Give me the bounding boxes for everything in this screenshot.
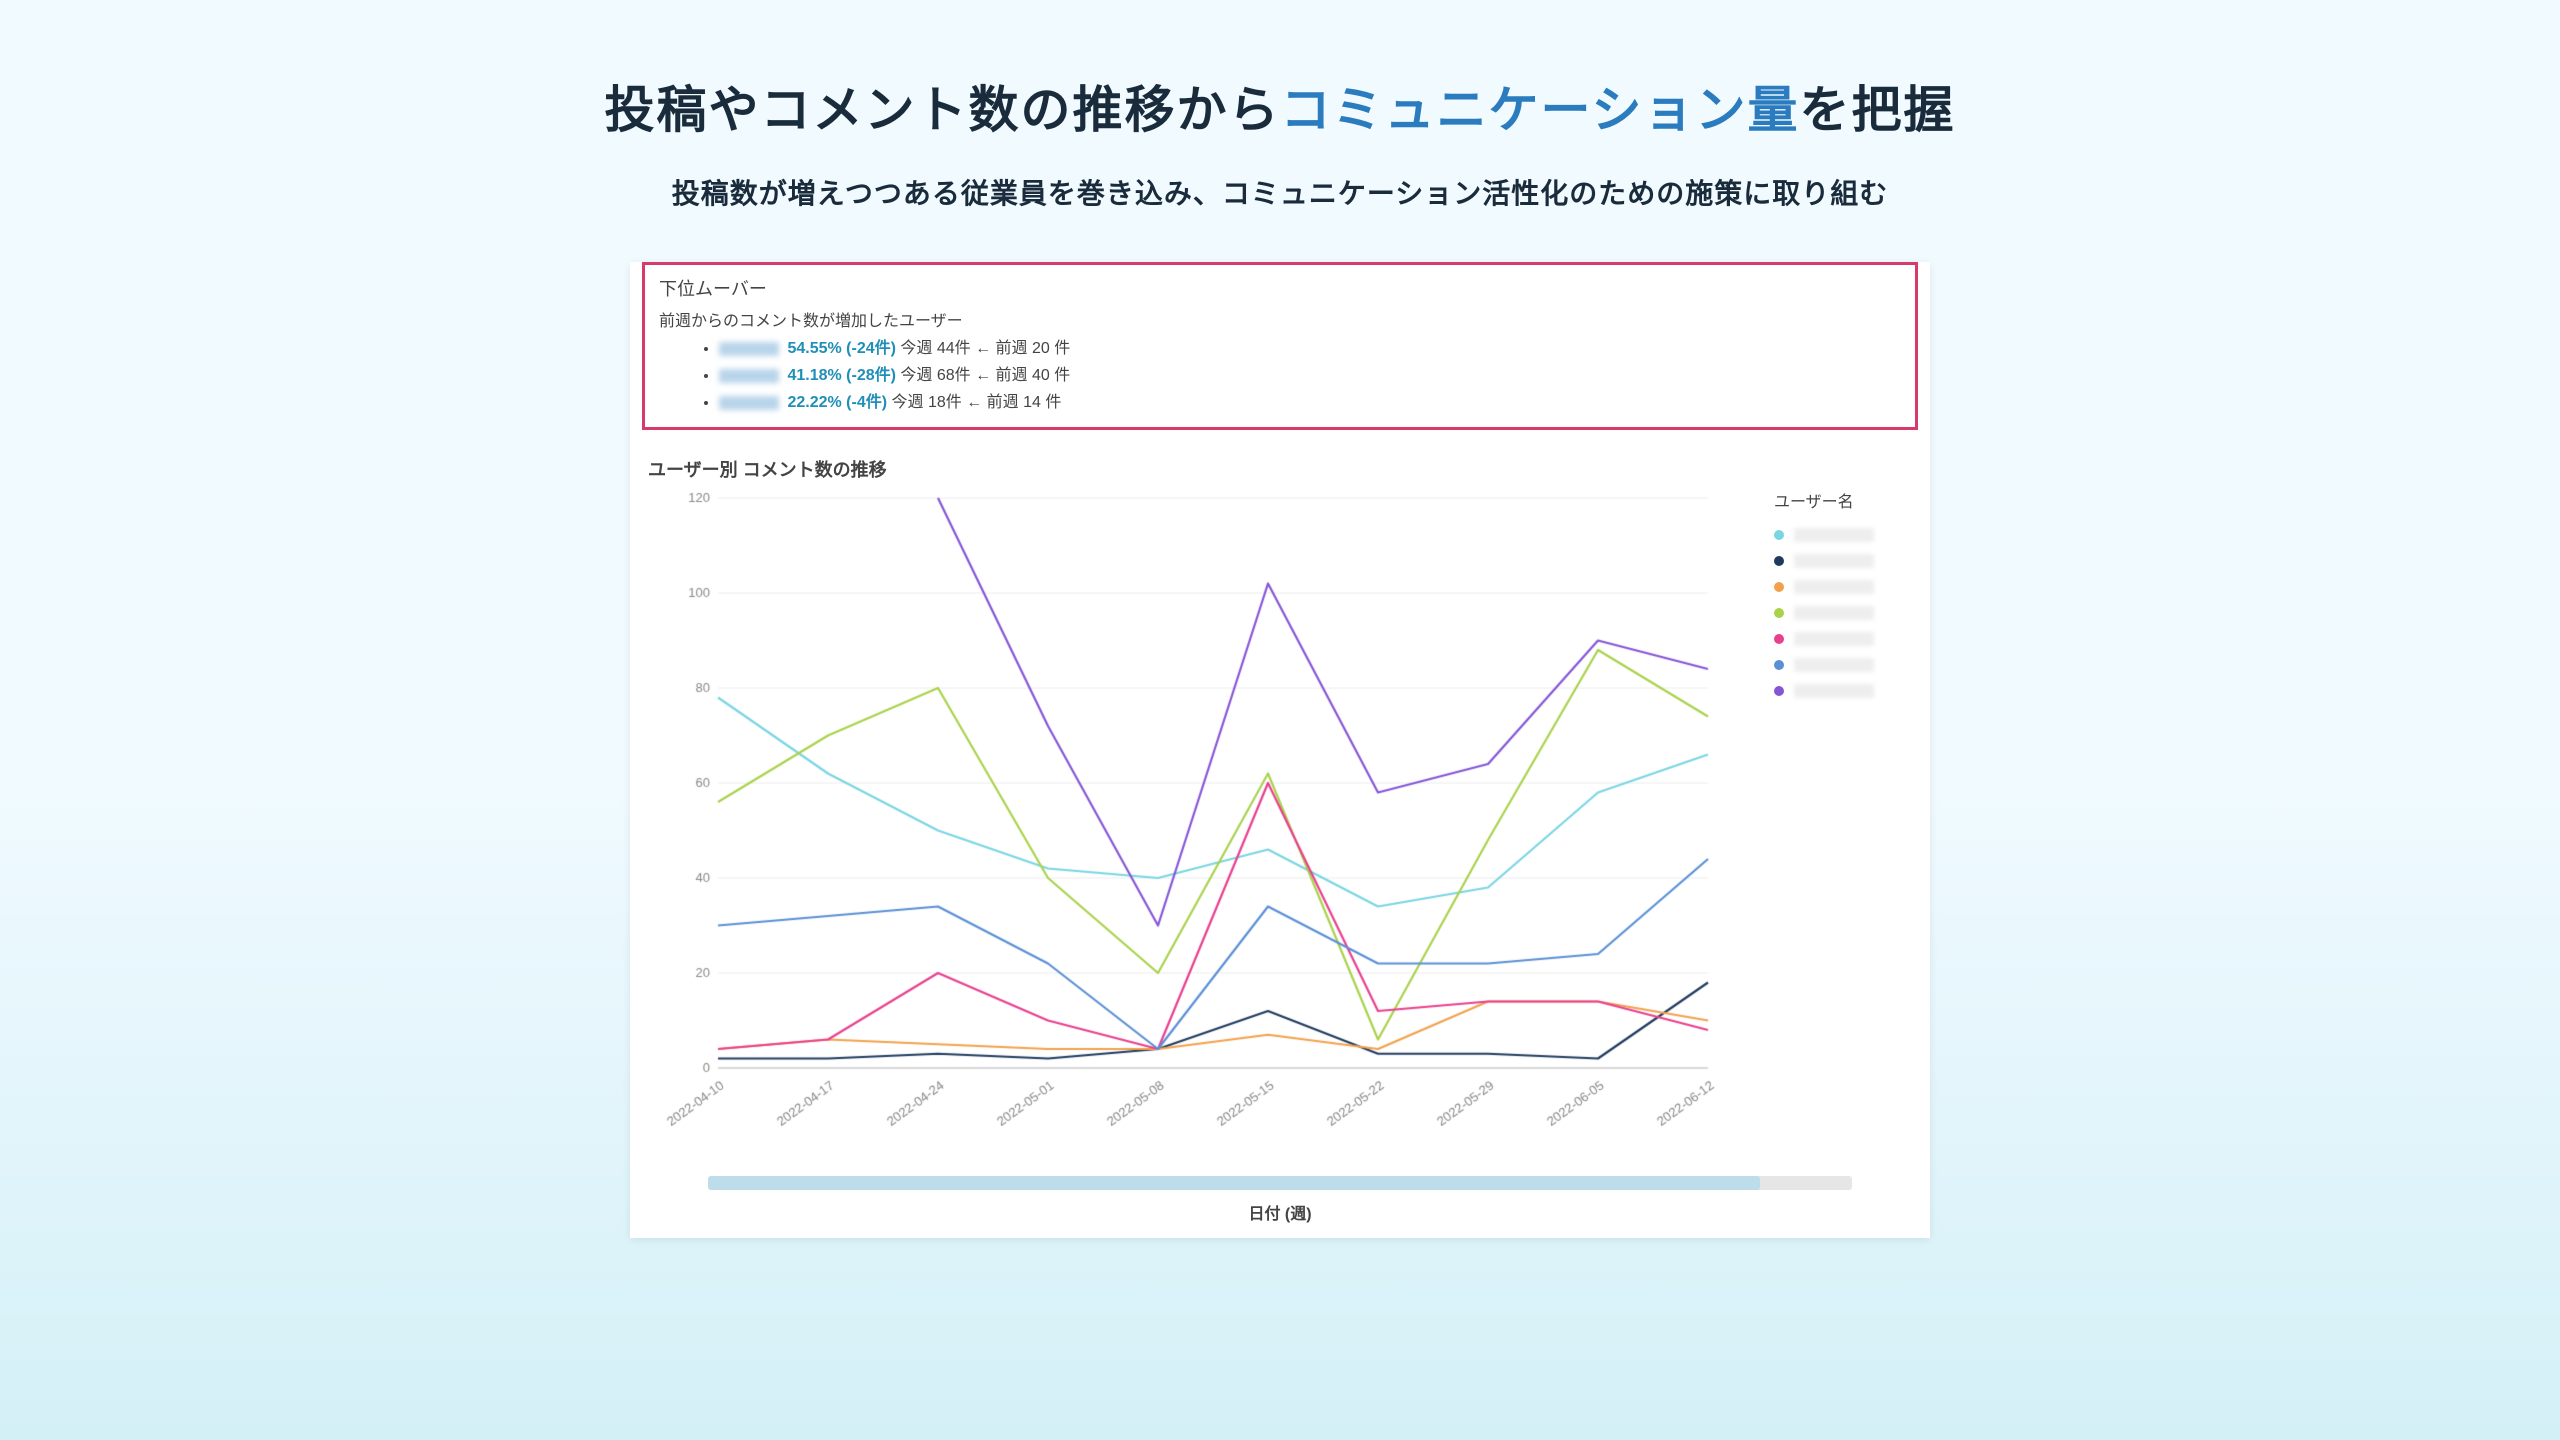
- line-chart: [648, 488, 1738, 1138]
- legend-item[interactable]: [1774, 522, 1894, 548]
- legend-dot-icon: [1774, 634, 1784, 644]
- legend-label-blur: [1794, 528, 1874, 542]
- legend-item[interactable]: [1774, 678, 1894, 704]
- title-highlight: コミュニケーション量: [1281, 82, 1800, 138]
- page-title: 投稿やコメント数の推移からコミュニケーション量を把握: [0, 0, 2560, 142]
- legend-dot-icon: [1774, 686, 1784, 696]
- chart-area: ユーザー名: [648, 488, 1912, 1168]
- legend-label-blur: [1794, 658, 1874, 672]
- legend-item[interactable]: [1774, 652, 1894, 678]
- movers-subtitle: 前週からのコメント数が増加したユーザー: [659, 307, 1901, 331]
- legend-dot-icon: [1774, 582, 1784, 592]
- legend-item[interactable]: [1774, 574, 1894, 600]
- legend-dot-icon: [1774, 608, 1784, 618]
- legend-item[interactable]: [1774, 600, 1894, 626]
- title-post: を把握: [1800, 82, 1956, 138]
- legend-dot-icon: [1774, 556, 1784, 566]
- title-pre: 投稿やコメント数の推移から: [605, 82, 1281, 138]
- legend-label-blur: [1794, 554, 1874, 568]
- user-blur: [719, 369, 779, 383]
- movers-title: 下位ムーバー: [659, 275, 1901, 301]
- mover-pct: 22.22% (-4件): [787, 394, 887, 411]
- xaxis-label: 日付 (週): [648, 1200, 1912, 1224]
- movers-list: 54.55% (-24件) 今週 44件 ← 前週 20 件 41.18% (-…: [719, 335, 1901, 417]
- chart-card: ユーザー別 コメント数の推移 ユーザー名 日付 (週): [630, 442, 1930, 1238]
- legend-label-blur: [1794, 632, 1874, 646]
- mover-item: 54.55% (-24件) 今週 44件 ← 前週 20 件: [719, 335, 1901, 362]
- legend-label-blur: [1794, 606, 1874, 620]
- page-subtitle: 投稿数が増えつつある従業員を巻き込み、コミュニケーション活性化のための施策に取り…: [0, 172, 2560, 212]
- mover-tail: 今週 44件 ← 前週 20 件: [900, 340, 1070, 357]
- user-blur: [719, 342, 779, 356]
- user-blur: [719, 396, 779, 410]
- legend-title: ユーザー名: [1774, 488, 1894, 512]
- mover-pct: 54.55% (-24件): [787, 340, 896, 357]
- legend-item[interactable]: [1774, 548, 1894, 574]
- legend-dot-icon: [1774, 530, 1784, 540]
- mover-tail: 今週 68件 ← 前週 40 件: [900, 367, 1070, 384]
- dashboard-panel: 下位ムーバー 前週からのコメント数が増加したユーザー 54.55% (-24件)…: [630, 262, 1930, 1238]
- chart-scrollbar[interactable]: [708, 1176, 1852, 1190]
- movers-panel: 下位ムーバー 前週からのコメント数が増加したユーザー 54.55% (-24件)…: [642, 262, 1918, 430]
- mover-item: 41.18% (-28件) 今週 68件 ← 前週 40 件: [719, 362, 1901, 389]
- chart-legend: ユーザー名: [1774, 488, 1894, 704]
- legend-label-blur: [1794, 684, 1874, 698]
- mover-tail: 今週 18件 ← 前週 14 件: [892, 394, 1062, 411]
- legend-item[interactable]: [1774, 626, 1894, 652]
- scrollbar-thumb[interactable]: [708, 1176, 1760, 1190]
- legend-label-blur: [1794, 580, 1874, 594]
- mover-pct: 41.18% (-28件): [787, 367, 896, 384]
- chart-title: ユーザー別 コメント数の推移: [648, 456, 1912, 482]
- mover-item: 22.22% (-4件) 今週 18件 ← 前週 14 件: [719, 389, 1901, 416]
- legend-dot-icon: [1774, 660, 1784, 670]
